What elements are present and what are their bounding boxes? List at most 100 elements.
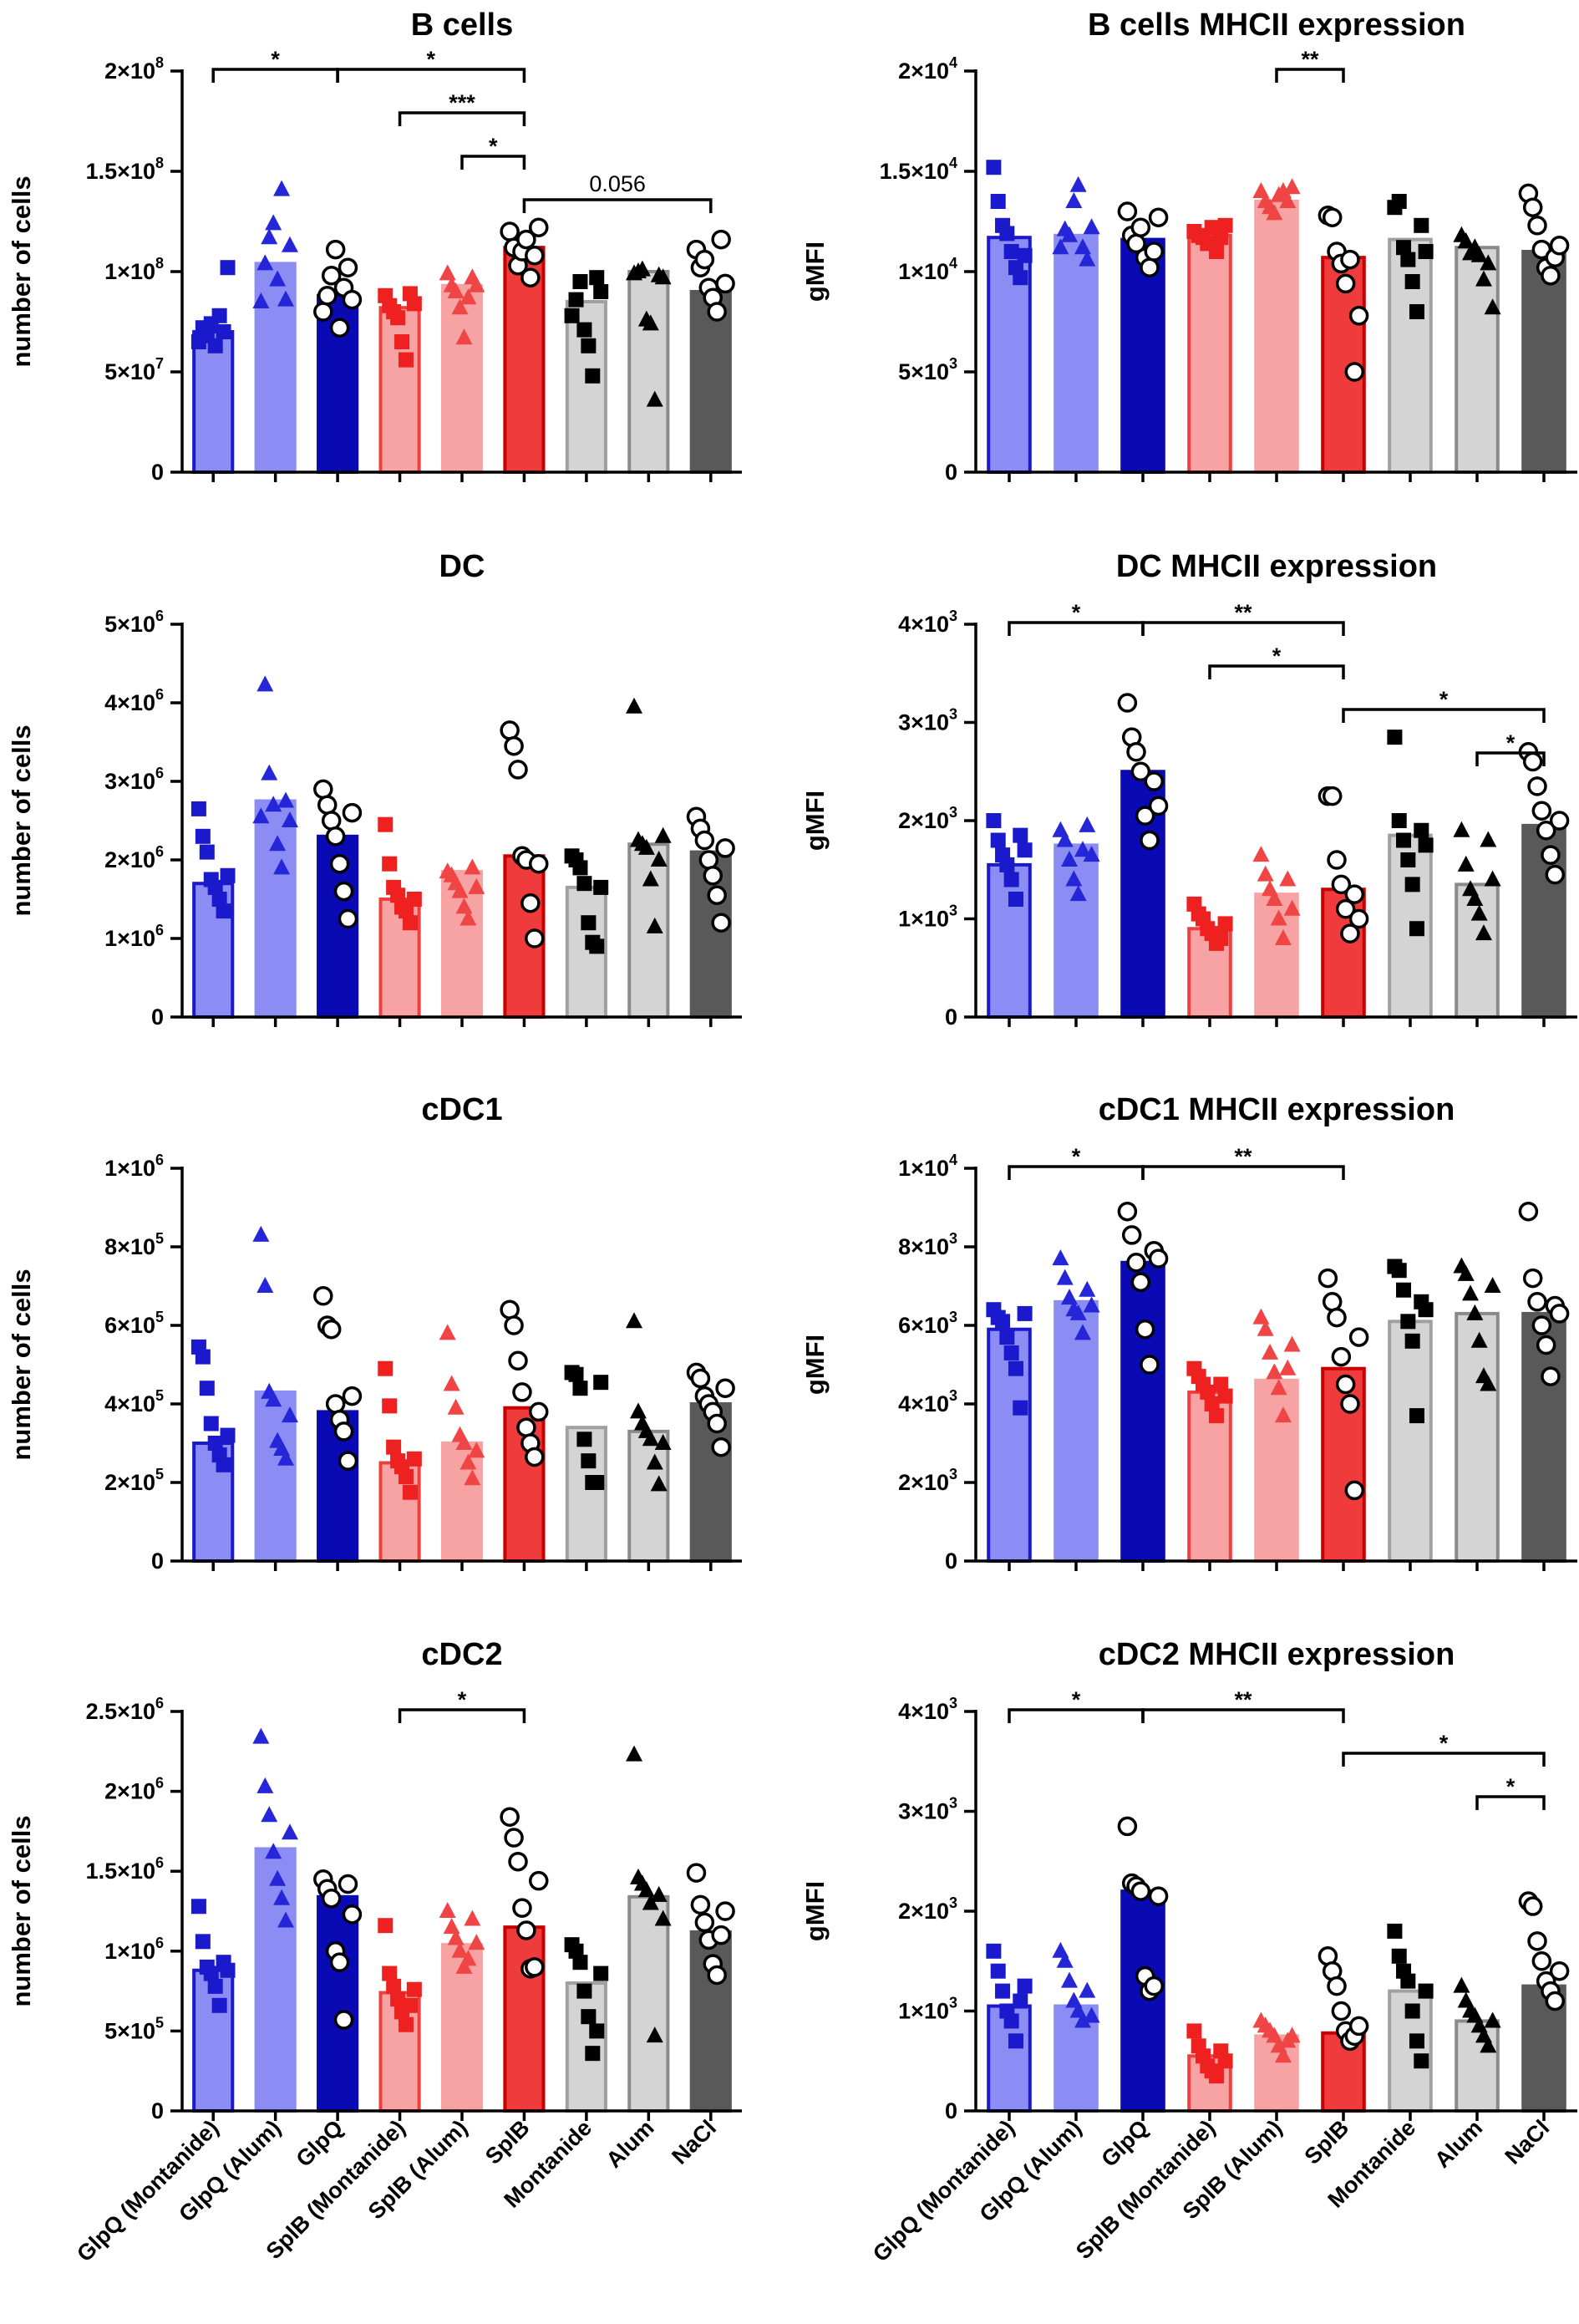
data-point (1208, 244, 1224, 259)
data-point (252, 1727, 270, 1744)
data-point (333, 881, 354, 902)
panel-3: DC MHCII expressiongMFI01×1032×1033×1034… (800, 549, 1577, 1030)
data-point (190, 1899, 206, 1915)
data-point (265, 214, 282, 231)
data-point (1545, 1991, 1566, 2011)
tick-exponent: 4 (949, 1152, 957, 1168)
significance-label: * (1439, 687, 1449, 712)
data-point (317, 795, 338, 815)
data-point (398, 2016, 414, 2032)
category-label: GlpQ (291, 2115, 348, 2172)
data-point (1527, 216, 1547, 236)
data-point (1344, 362, 1365, 382)
bar-1 (254, 1847, 297, 2113)
data-point (455, 1434, 473, 1450)
data-point (342, 802, 363, 823)
data-point (1344, 1480, 1365, 1501)
bar-4 (1254, 200, 1299, 474)
data-point (281, 1406, 298, 1423)
y-tick-label: 8×103 (898, 1230, 957, 1259)
significance-bracket (1475, 1795, 1546, 1810)
bar-4 (440, 283, 484, 474)
data-point (707, 1413, 727, 1434)
significance-label: * (1072, 1687, 1081, 1712)
data-point (642, 1894, 659, 1910)
data-point (650, 851, 668, 867)
data-point (406, 1981, 422, 1997)
data-point (1549, 1304, 1570, 1324)
data-point (281, 811, 298, 827)
data-point (402, 1997, 418, 2013)
data-point (642, 314, 659, 331)
data-point (252, 1225, 270, 1242)
data-point (203, 1416, 219, 1432)
data-point (1400, 1314, 1416, 1330)
data-point (1061, 851, 1079, 867)
significance-bracket (398, 111, 526, 126)
significance-label: * (458, 1687, 467, 1712)
y-tick-label: 0 (151, 1004, 164, 1030)
bar-7 (1455, 246, 1500, 474)
data-point (220, 1962, 236, 1978)
data-point (277, 791, 295, 808)
data-point (1279, 1359, 1297, 1376)
data-point (500, 1807, 520, 1827)
tick-exponent: 3 (949, 1995, 957, 2011)
significance-label: * (489, 134, 498, 159)
data-point (1322, 786, 1343, 806)
data-point (1008, 2033, 1023, 2049)
data-point (694, 1912, 715, 1933)
data-point (500, 720, 520, 740)
tick-mantissa: 8×10 (898, 1234, 949, 1259)
data-point (338, 908, 358, 929)
y-tick-label: 5×105 (104, 2014, 164, 2043)
data-point (1549, 236, 1570, 256)
data-point (1531, 1315, 1552, 1335)
tick-mantissa: 1.5×10 (86, 1859, 155, 1884)
y-tick-label: 1×104 (898, 1152, 957, 1181)
data-point (1003, 2013, 1019, 2029)
tick-exponent: 3 (949, 1894, 957, 1911)
y-tick-label: 1×103 (898, 903, 957, 932)
y-axis-label: gMFI (800, 242, 830, 302)
data-point (990, 194, 1006, 209)
y-tick-label: 1.5×108 (86, 155, 164, 184)
data-point (1008, 892, 1023, 907)
bar-1 (1054, 843, 1099, 1019)
data-point (459, 1950, 477, 1966)
data-point (386, 1439, 402, 1455)
significance-bracket (1141, 621, 1345, 636)
data-point (1340, 249, 1360, 270)
bar-6 (565, 1426, 607, 1563)
data-point (220, 867, 236, 883)
data-point (207, 338, 223, 353)
data-point (715, 1378, 735, 1398)
data-point (1213, 931, 1229, 946)
data-point (1404, 2003, 1420, 2019)
data-point (1400, 852, 1416, 867)
data-point (261, 228, 278, 245)
data-point (1266, 204, 1283, 221)
category-label: GlpQ (1096, 2115, 1153, 2172)
data-point (1480, 831, 1497, 847)
data-point (589, 2023, 605, 2039)
data-point (195, 828, 211, 844)
data-point (211, 308, 227, 323)
bar-1 (254, 799, 297, 1019)
significance-bracket (1475, 751, 1546, 766)
data-point (654, 268, 672, 285)
data-point (1200, 1384, 1216, 1400)
data-point (504, 1315, 524, 1335)
tick-mantissa: 2×10 (104, 58, 155, 84)
data-point (1541, 1366, 1561, 1386)
data-point (1409, 304, 1424, 319)
y-tick-label: 8×105 (104, 1230, 164, 1259)
data-point (468, 1934, 485, 1950)
panel-title: cDC2 (421, 1637, 502, 1672)
data-point (1013, 827, 1028, 843)
data-point (1335, 899, 1356, 919)
data-point (398, 903, 414, 919)
data-point (269, 835, 287, 852)
data-point (1083, 2006, 1100, 2023)
